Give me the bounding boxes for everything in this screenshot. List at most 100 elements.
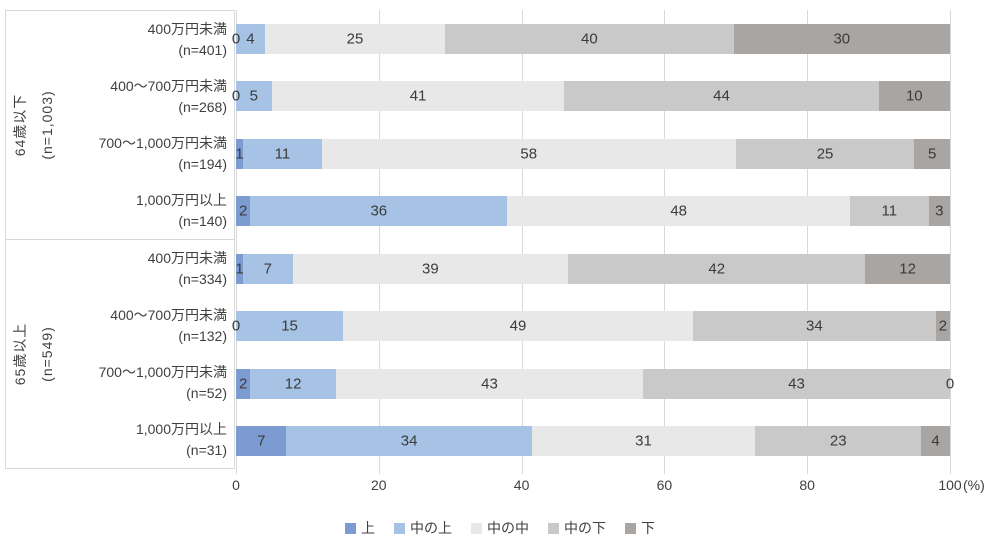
bar-value-label: 34 — [805, 317, 823, 335]
bar-row: 0 4 25 40 30 — [232, 10, 950, 68]
row-label-income: 400万円未満 — [147, 20, 227, 37]
row-labels-under64: 400万円未満 (n=401) 400〜700万円未満 (n=268) 700〜1,00… — [60, 11, 234, 239]
bar-value-label: 43 — [788, 375, 805, 393]
bar-segment-中の中 — [271, 81, 565, 112]
bar-segment-上 — [236, 138, 244, 169]
bar-row: 2 36 48 11 3 — [236, 183, 950, 241]
bar-segment-中の下 — [692, 311, 936, 342]
row-label: 400〜700万円未満 (n=132) — [60, 297, 234, 354]
gridline — [950, 10, 951, 474]
row-label-n: (n=334) — [178, 270, 227, 287]
bar-row: 2 12 43 43 0 — [236, 355, 954, 413]
bar-segment-中の上 — [243, 253, 293, 284]
stacked-bar: 2 36 48 11 3 — [236, 196, 950, 227]
bar-value-label: 41 — [409, 87, 427, 105]
bar-segment-中の下 — [735, 138, 915, 169]
row-label-income: 400〜700万円未満 — [110, 306, 227, 323]
legend-label: 中の中 — [487, 520, 529, 536]
row-label-income: 700〜1,000万円未満 — [98, 363, 227, 380]
bar-segment-中の中 — [292, 253, 569, 284]
stacked-bar: 7 34 31 23 4 — [236, 426, 950, 457]
bar-value-label: 12 — [284, 375, 302, 393]
group-n-label: (n=1,003) — [38, 90, 55, 160]
bar-value-label: 7 — [263, 260, 272, 278]
bar-value-label: 30 — [833, 30, 851, 48]
legend-label: 下 — [641, 520, 655, 536]
bar-row: 1 11 58 25 5 — [235, 125, 950, 183]
legend-swatch — [394, 522, 405, 534]
bar-value-label: 5 — [249, 87, 259, 105]
legend: 上 中の上 中の中 中の下 下 — [0, 518, 1000, 538]
bar-value-label: 2 — [938, 317, 948, 335]
x-axis-unit: (%) — [963, 477, 985, 493]
x-tick-label: 40 — [513, 477, 530, 493]
bar-value-label: 0 — [231, 87, 241, 105]
bar-value-label: 42 — [708, 260, 726, 278]
row-label-income: 1,000万円以上 — [135, 420, 227, 437]
bar-value-label: 44 — [713, 87, 730, 105]
row-label-income: 400万円未満 — [147, 249, 227, 266]
x-tick-label: 80 — [799, 477, 815, 493]
row-label-n: (n=268) — [178, 98, 227, 115]
bar-value-label: 25 — [816, 145, 834, 163]
group-label: 64歳以下 — [11, 93, 28, 157]
legend-label: 中の上 — [410, 520, 452, 536]
bar-value-label: 0 — [945, 375, 955, 393]
bar-row: 7 34 31 23 4 — [236, 413, 950, 471]
bar-segment-中の上 — [236, 81, 272, 112]
x-tick-label: 20 — [371, 477, 387, 493]
row-label-n: (n=132) — [178, 327, 227, 344]
bar-segment-中の下 — [445, 23, 734, 54]
group-label: 65歳以上 — [11, 322, 28, 386]
bar-value-label: 23 — [829, 432, 847, 450]
bar-segment-下 — [914, 138, 950, 169]
bar-segment-中の中 — [343, 311, 693, 342]
bar-value-label: 3 — [935, 202, 944, 220]
stacked-bar: 0 4 25 40 30 — [232, 23, 950, 54]
bar-value-label: 43 — [481, 375, 498, 393]
plot-area: 0 4 25 40 30 0 5 41 44 10 1 11 58 25 5 2 36 48 11 3 1 7 39 42 12… — [232, 10, 954, 474]
bar-value-label: 15 — [281, 317, 298, 335]
row-labels-over65: 400万円未満 (n=334) 400〜700万円未満 (n=132) 700〜1,00… — [60, 240, 234, 468]
gridline — [378, 10, 380, 474]
bar-segment-下 — [935, 311, 950, 342]
bar-value-label: 7 — [257, 432, 266, 450]
bar-value-label: 40 — [581, 30, 598, 48]
group-box-under64: 64歳以下 (n=1,003) 400万円未満 (n=401) 400〜700万円未… — [5, 10, 235, 240]
bar-row: 1 7 39 42 12 — [235, 240, 950, 298]
legend-label: 中の下 — [564, 520, 606, 536]
group-n-column: (n=549) — [33, 240, 60, 468]
bar-value-label: 10 — [905, 87, 923, 105]
bar-value-label: 48 — [670, 202, 688, 220]
bar-segment-中の上 — [236, 311, 344, 342]
bar-segment-中の下 — [568, 253, 866, 284]
bar-value-label: 5 — [927, 145, 937, 163]
row-label-income: 700〜1,000万円未満 — [98, 134, 227, 151]
bar-segment-中の中 — [321, 138, 736, 169]
category-label-panel: 64歳以下 (n=1,003) 400万円未満 (n=401) 400〜700万円未… — [5, 10, 235, 470]
legend-item: 中の中 — [471, 518, 529, 538]
bar-rows: 0 4 25 40 30 0 5 41 44 10 1 11 58 25 5 2 36 48 11 3 1 7 39 42 12… — [232, 10, 954, 471]
stacked-bar: 0 5 41 44 10 — [232, 81, 950, 112]
bar-value-label: 0 — [231, 317, 241, 335]
bar-segment-中の上 — [243, 138, 322, 169]
bar-segment-中の中 — [507, 196, 851, 227]
x-tick-label: 60 — [656, 477, 673, 493]
group-n-label: (n=549) — [38, 326, 55, 382]
bar-value-label: 1 — [235, 260, 244, 278]
bar-segment-上 — [236, 196, 251, 227]
row-label: 400〜700万円未満 (n=268) — [60, 68, 234, 125]
stacked-bar: 2 12 43 43 0 — [236, 368, 954, 399]
bar-value-label: 11 — [881, 202, 898, 220]
row-label-n: (n=194) — [178, 155, 227, 172]
row-label: 1,000万円以上 (n=31) — [60, 411, 234, 468]
bar-value-label: 58 — [520, 145, 538, 163]
row-label-n: (n=31) — [186, 441, 227, 458]
bar-segment-下 — [865, 253, 950, 284]
bar-segment-中の上 — [286, 426, 532, 457]
bar-value-label: 2 — [238, 202, 248, 220]
row-label: 400万円未満 (n=334) — [60, 240, 234, 297]
bar-segment-上 — [236, 426, 287, 457]
bar-segment-中の下 — [755, 426, 922, 457]
